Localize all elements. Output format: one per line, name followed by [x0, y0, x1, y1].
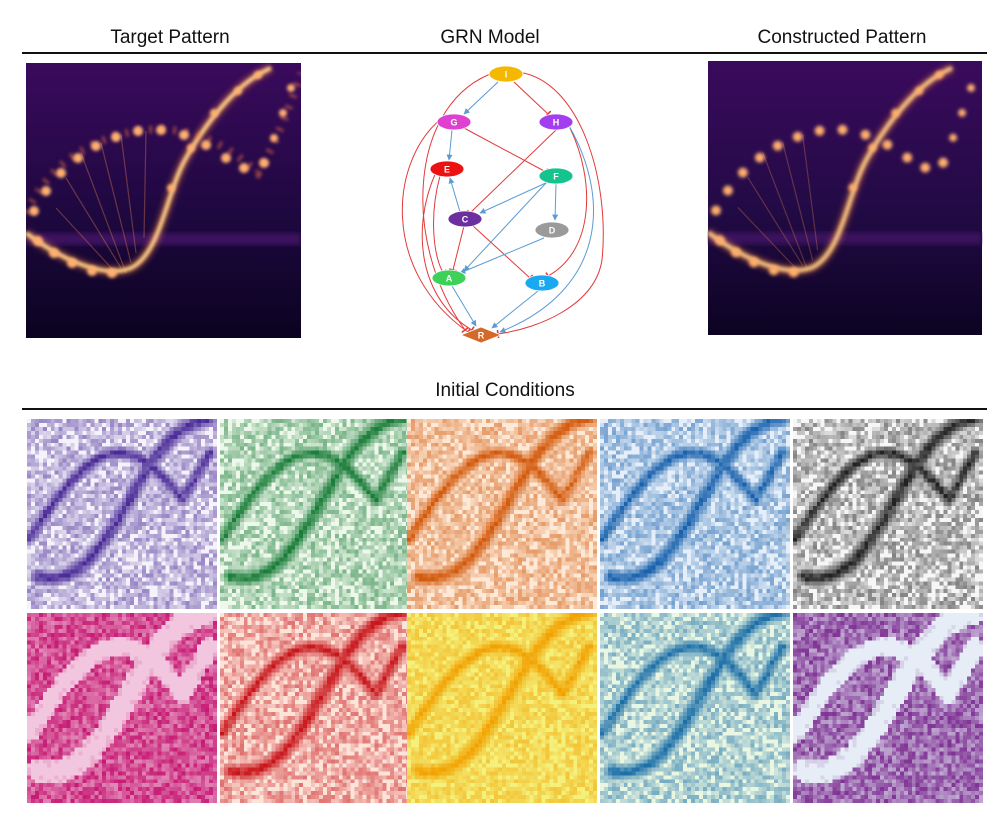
inhibition-edge-20: [421, 171, 475, 334]
initial-condition-reds: [220, 613, 410, 803]
grn-node-label-r: R: [478, 331, 485, 341]
grn-node-a: A: [431, 269, 467, 287]
inhibition-edge-10: [433, 175, 447, 275]
activation-edge-5: [552, 183, 559, 221]
grn-model-title: GRN Model: [440, 27, 540, 48]
initial-condition-purples: [27, 419, 217, 609]
activation-edge-11: [459, 237, 545, 274]
activation-edge-2: [446, 129, 453, 161]
grn-node-label-e: E: [444, 165, 450, 175]
inhibition-edge-18: [422, 71, 497, 333]
constructed-helix-svg: [707, 61, 982, 335]
activation-edge-6: [463, 182, 547, 272]
grn-node-d: D: [534, 221, 570, 239]
bottom-divider: [22, 408, 987, 410]
initial-condition-green-blue: [600, 613, 790, 803]
grn-node-label-b: B: [539, 279, 546, 289]
grn-node-c: C: [447, 210, 483, 228]
inhibition-edge-17: [496, 71, 604, 339]
inhibition-edge-15: [545, 127, 588, 280]
grn-node-b: B: [524, 274, 560, 292]
initial-condition-pinks: [27, 613, 217, 803]
initial-condition-blues: [600, 419, 790, 609]
grn-node-e: E: [429, 160, 465, 178]
grn-node-f: F: [538, 167, 574, 185]
initial-condition-blue-purple: [793, 613, 983, 803]
grn-node-g: G: [436, 113, 472, 131]
grn-node-label-d: D: [549, 226, 556, 236]
grn-node-label-h: H: [553, 118, 560, 128]
target-pattern-image: [26, 63, 301, 338]
inhibition-edge-14: [448, 225, 465, 272]
activation-edge-9: [448, 177, 461, 213]
grn-node-label-c: C: [462, 215, 469, 225]
initial-condition-oranges: [407, 419, 597, 609]
target-pattern-title: Target Pattern: [110, 27, 230, 48]
initial-condition-greys: [793, 419, 983, 609]
grn-node-i: I: [488, 65, 524, 83]
inhibition-edge-4: [466, 129, 557, 217]
initial-condition-greens: [220, 419, 410, 609]
initial-condition-yellow-orange: [407, 613, 597, 803]
activation-edge-7: [479, 181, 549, 214]
activation-edge-0: [463, 81, 499, 115]
grn-node-h: H: [538, 113, 574, 131]
activation-edge-12: [451, 285, 477, 327]
activation-edge-16: [499, 123, 594, 333]
constructed-pattern-title: Constructed Pattern: [757, 27, 927, 48]
activation-edge-13: [491, 290, 539, 329]
grn-node-label-a: A: [446, 274, 453, 284]
inhibition-edge-3: [463, 127, 549, 176]
target-helix-svg: [26, 63, 301, 338]
inhibition-edge-19: [401, 117, 471, 336]
grn-node-label-g: G: [450, 118, 457, 128]
grn-node-label-f: F: [553, 172, 559, 182]
grn-node-label-i: I: [505, 70, 508, 80]
initial-conditions-title: Initial Conditions: [435, 380, 575, 401]
grn-network-diagram: I G H E F C D A B R: [401, 65, 604, 344]
grn-node-r: R: [459, 326, 503, 344]
top-divider: [22, 52, 987, 54]
constructed-pattern-image: [707, 61, 983, 335]
inhibition-edge-1: [513, 81, 552, 118]
inhibition-edge-8: [471, 224, 534, 282]
